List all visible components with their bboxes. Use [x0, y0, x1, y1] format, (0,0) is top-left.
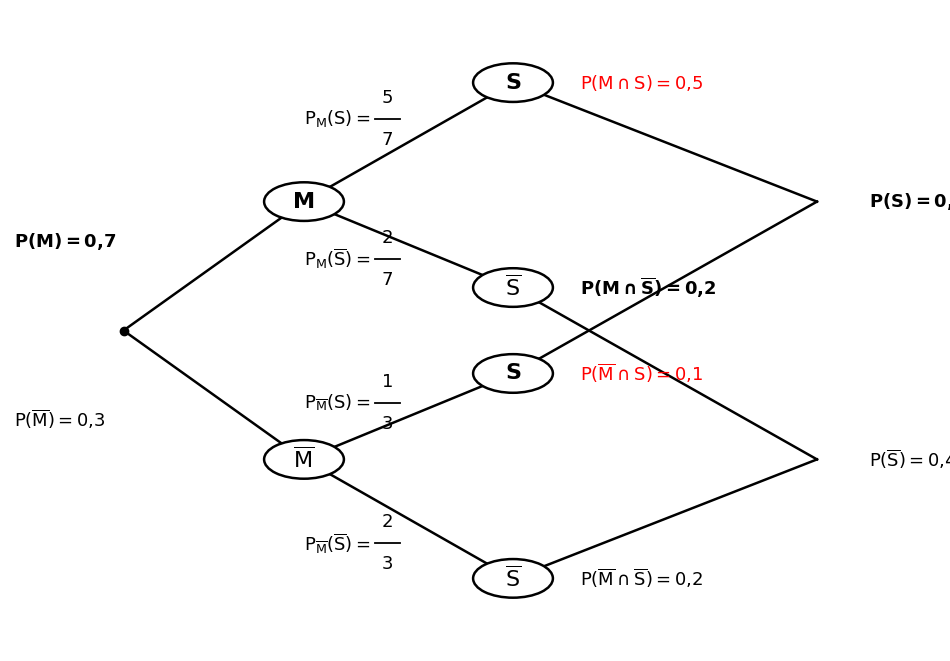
- Text: S: S: [505, 364, 521, 383]
- Text: 3: 3: [382, 555, 393, 573]
- Text: $\overline{\mathrm{M}}$: $\overline{\mathrm{M}}$: [294, 447, 314, 472]
- Text: 1: 1: [382, 373, 393, 391]
- Text: $\mathrm{P_{\overline{M}}(\overline{S})} =$: $\mathrm{P_{\overline{M}}(\overline{S})}…: [304, 531, 370, 555]
- Text: $\mathbf{P(S) = 0{,}6}$: $\mathbf{P(S) = 0{,}6}$: [869, 191, 950, 212]
- Ellipse shape: [264, 440, 344, 479]
- Text: S: S: [505, 73, 521, 93]
- Text: 2: 2: [382, 514, 393, 531]
- Ellipse shape: [473, 354, 553, 393]
- Text: 5: 5: [382, 89, 393, 107]
- Text: $\overline{\mathrm{S}}$: $\overline{\mathrm{S}}$: [505, 566, 521, 591]
- Text: $\mathrm{P_{\overline{M}}(S)} =$: $\mathrm{P_{\overline{M}}(S)} =$: [304, 393, 370, 413]
- Text: $\mathrm{P_M(S)} =$: $\mathrm{P_M(S)} =$: [304, 108, 370, 130]
- Text: $\overline{\mathrm{S}}$: $\overline{\mathrm{S}}$: [505, 275, 521, 300]
- Text: M: M: [293, 192, 315, 212]
- Ellipse shape: [264, 182, 344, 221]
- Text: 3: 3: [382, 415, 393, 433]
- Text: $\mathrm{P(\overline{M}) = 0{,}3}$: $\mathrm{P(\overline{M}) = 0{,}3}$: [14, 408, 106, 432]
- Text: 7: 7: [382, 271, 393, 289]
- Ellipse shape: [473, 559, 553, 598]
- Text: $\mathrm{P(\overline{M} \cap \overline{S}) = 0{,}2}$: $\mathrm{P(\overline{M} \cap \overline{S…: [580, 566, 703, 590]
- Ellipse shape: [473, 63, 553, 102]
- Text: $\mathbf{P(M \cap \overline{S}) = 0{,}2}$: $\mathbf{P(M \cap \overline{S}) = 0{,}2}…: [580, 275, 716, 300]
- Text: $\mathrm{P(\overline{M} \cap S) = 0{,}1}$: $\mathrm{P(\overline{M} \cap S) = 0{,}1}…: [580, 362, 703, 385]
- Text: $\mathrm{P_M(\overline{S})} =$: $\mathrm{P_M(\overline{S})} =$: [304, 247, 370, 272]
- Text: $\mathrm{P(M \cap S) = 0{,}5}$: $\mathrm{P(M \cap S) = 0{,}5}$: [580, 73, 703, 93]
- Text: 2: 2: [382, 229, 393, 247]
- Ellipse shape: [473, 268, 553, 307]
- Text: 7: 7: [382, 131, 393, 149]
- Text: $\mathrm{P(\overline{S}) = 0{,}4}$: $\mathrm{P(\overline{S}) = 0{,}4}$: [869, 447, 950, 471]
- Text: $\mathbf{P(M) = 0{,}7}$: $\mathbf{P(M) = 0{,}7}$: [14, 231, 117, 252]
